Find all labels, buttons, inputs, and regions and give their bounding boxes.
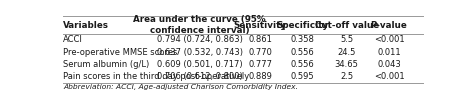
- Text: Area under the curve (95%
confidence interval): Area under the curve (95% confidence int…: [134, 15, 266, 35]
- Text: 0.770: 0.770: [248, 48, 272, 57]
- Text: 0.861: 0.861: [248, 35, 272, 44]
- Text: 0.777: 0.777: [248, 60, 273, 69]
- Text: Abbreviation: ACCI, Age-adjusted Charlson Comorbidity Index.: Abbreviation: ACCI, Age-adjusted Charlso…: [63, 84, 298, 90]
- Text: Sensitivity: Sensitivity: [234, 21, 287, 30]
- Text: Pre-operative MMSE scores: Pre-operative MMSE scores: [63, 48, 177, 57]
- Text: 5.5: 5.5: [340, 35, 353, 44]
- Text: 0.637 (0.532, 0.743): 0.637 (0.532, 0.743): [157, 48, 243, 57]
- Text: 0.889: 0.889: [248, 72, 272, 81]
- Text: P-value: P-value: [371, 21, 407, 30]
- Text: 0.043: 0.043: [377, 60, 401, 69]
- Text: Serum albumin (g/L): Serum albumin (g/L): [63, 60, 149, 69]
- Text: 0.556: 0.556: [291, 48, 314, 57]
- Text: Variables: Variables: [63, 21, 109, 30]
- Text: 0.706 (0.612, 0.800): 0.706 (0.612, 0.800): [157, 72, 243, 81]
- Text: ACCI: ACCI: [63, 35, 83, 44]
- Text: Cut-off value: Cut-off value: [315, 21, 379, 30]
- Text: 2.5: 2.5: [340, 72, 353, 81]
- Text: 34.65: 34.65: [335, 60, 359, 69]
- Text: 0.556: 0.556: [291, 60, 314, 69]
- Text: 0.595: 0.595: [291, 72, 314, 81]
- Text: <0.001: <0.001: [374, 72, 404, 81]
- Text: <0.001: <0.001: [374, 35, 404, 44]
- Text: Specificity: Specificity: [276, 21, 329, 30]
- Text: 0.794 (0.724, 0.863): 0.794 (0.724, 0.863): [157, 35, 243, 44]
- Text: Pain scores in the third day post-operatively: Pain scores in the third day post-operat…: [63, 72, 249, 81]
- Text: 24.5: 24.5: [337, 48, 356, 57]
- Text: 0.358: 0.358: [291, 35, 315, 44]
- Text: 0.609 (0.501, 0.717): 0.609 (0.501, 0.717): [157, 60, 243, 69]
- Text: 0.011: 0.011: [377, 48, 401, 57]
